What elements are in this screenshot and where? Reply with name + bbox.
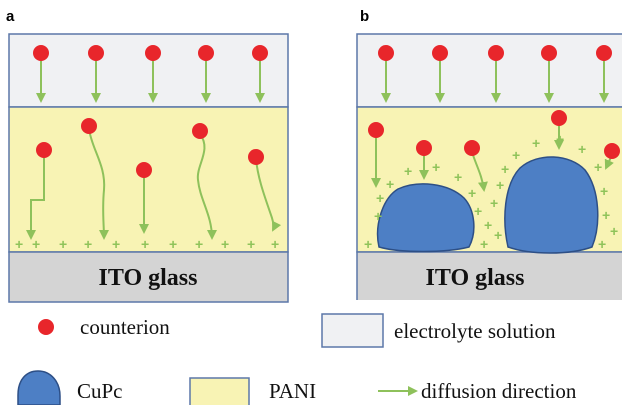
panel-b: b xyxy=(356,8,622,300)
plus-charge: + xyxy=(247,236,255,252)
plus-charge: + xyxy=(141,236,149,252)
panel-b-cupc-blob xyxy=(504,156,599,254)
panel-a-electrolyte-ions xyxy=(33,45,268,61)
legend-counterion-label: counterion xyxy=(80,315,170,339)
counterion-dot xyxy=(136,162,152,178)
plus-charge: + xyxy=(600,183,608,199)
panel-a-ito-layer xyxy=(8,251,289,303)
legend-diffusion-label: diffusion direction xyxy=(421,379,577,403)
counterion-dot xyxy=(368,122,384,138)
legend-electrolyte-swatch xyxy=(321,313,384,348)
counterion-dot xyxy=(252,45,268,61)
plus-charge: + xyxy=(374,208,382,224)
counterion-dot xyxy=(36,142,52,158)
legend-counterion-icon xyxy=(38,319,54,335)
counterion-dot xyxy=(604,143,620,159)
diffusion-path xyxy=(196,133,217,240)
panel-b-ito-label: ITO glass xyxy=(426,265,525,291)
plus-charge: + xyxy=(594,159,602,175)
plus-charge: + xyxy=(598,236,606,252)
panel-a-electrolyte-arrows xyxy=(36,58,265,103)
plus-charge: + xyxy=(556,131,564,147)
panel-a-plus-charges: + + + + + + + + + + + xyxy=(15,236,279,252)
plus-charge: + xyxy=(112,236,120,252)
plus-charge: + xyxy=(480,236,488,252)
plus-charge: + xyxy=(454,169,462,185)
legend-cupc-label: CuPc xyxy=(77,379,123,403)
plus-charge: + xyxy=(494,227,502,243)
plus-charge: + xyxy=(59,236,67,252)
counterion-dot xyxy=(541,45,557,61)
plus-charge: + xyxy=(32,236,40,252)
legend-electrolyte-label: electrolyte solution xyxy=(394,319,556,343)
legend-pani-swatch xyxy=(189,377,250,405)
plus-charge: + xyxy=(386,176,394,192)
plus-charge: + xyxy=(496,177,504,193)
panel-b-electrolyte-layer xyxy=(356,33,622,108)
plus-charge: + xyxy=(512,147,520,163)
plus-charge: + xyxy=(376,190,384,206)
plus-charge: + xyxy=(432,159,440,175)
plus-charge: + xyxy=(490,195,498,211)
plus-charge: + xyxy=(532,135,540,151)
plus-charge: + xyxy=(602,207,610,223)
panel-b-cupc-blob xyxy=(376,183,475,253)
plus-charge: + xyxy=(169,236,177,252)
plus-charge: + xyxy=(84,236,92,252)
plus-charge: + xyxy=(474,203,482,219)
plus-charge: + xyxy=(578,141,586,157)
plus-charge: + xyxy=(271,236,279,252)
diffusion-path xyxy=(88,128,109,240)
counterion-dot xyxy=(192,123,208,139)
panel-a-letter: a xyxy=(6,8,15,25)
counterion-dot xyxy=(378,45,394,61)
panel-a: a ITO glass xyxy=(6,8,289,303)
diffusion-path xyxy=(26,155,45,240)
panel-b-electrolyte-arrows xyxy=(381,58,609,103)
panel-b-plus-charges: + + + + + + + + + + + + + + + + + + + + xyxy=(364,131,618,252)
plus-charge: + xyxy=(468,185,476,201)
panel-b-ito-layer xyxy=(356,251,622,300)
legend: counterion electrolyte solution CuPc PAN… xyxy=(17,313,577,405)
counterion-dot xyxy=(33,45,49,61)
counterion-dot xyxy=(145,45,161,61)
counterion-dot xyxy=(464,140,480,156)
counterion-dot xyxy=(248,149,264,165)
diffusion-path xyxy=(255,158,282,232)
panel-a-ito-label: ITO glass xyxy=(99,265,198,291)
plus-charge: + xyxy=(195,236,203,252)
plus-charge: + xyxy=(404,163,412,179)
panel-b-pani-ions xyxy=(368,110,620,159)
panel-a-pani-ions xyxy=(36,118,264,178)
plus-charge: + xyxy=(484,217,492,233)
counterion-dot xyxy=(596,45,612,61)
counterion-dot xyxy=(432,45,448,61)
counterion-dot xyxy=(416,140,432,156)
counterion-dot xyxy=(488,45,504,61)
legend-cupc-icon xyxy=(17,370,61,405)
panel-b-electrolyte-ions xyxy=(378,45,612,61)
plus-charge: + xyxy=(364,236,372,252)
plus-charge: + xyxy=(610,223,618,239)
counterion-dot xyxy=(198,45,214,61)
counterion-dot xyxy=(88,45,104,61)
plus-charge: + xyxy=(501,161,509,177)
panel-a-pani-layer xyxy=(8,106,289,253)
legend-pani-label: PANI xyxy=(269,379,316,403)
plus-charge: + xyxy=(15,236,23,252)
panel-b-letter: b xyxy=(360,8,369,25)
plus-charge: + xyxy=(221,236,229,252)
counterion-dot xyxy=(551,110,567,126)
panel-a-pani-paths xyxy=(26,128,282,240)
counterion-dot xyxy=(81,118,97,134)
panel-a-electrolyte-layer xyxy=(8,33,289,108)
